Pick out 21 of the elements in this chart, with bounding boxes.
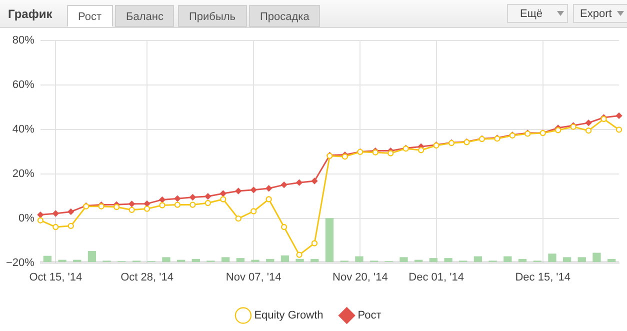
y-tick-label: 40% [12,124,35,136]
y-tick-label: 20% [12,168,35,180]
text: Ещё [520,8,543,20]
text: Баланс [115,5,174,27]
text: Export [580,8,612,20]
y-tick-label: −20% [6,256,35,269]
y-tick-label: 80% [12,34,35,47]
legend-label: Equity Growth [254,310,324,322]
x-tick-label: Oct 28, '14 [120,271,174,284]
chart-title: График [8,7,52,21]
legend-label: Рост [358,310,382,322]
x-tick-label: Oct 15, '14 [29,271,82,284]
x-tick-label: Dec 15, '14 [515,271,571,284]
text: Просадка [249,5,320,27]
text: Прибыль [178,5,247,27]
text: Рост [67,5,113,27]
y-tick-label: 0% [18,212,35,224]
x-tick-label: Nov 20, '14 [332,271,388,284]
x-tick-label: Dec 01, '14 [408,271,464,284]
x-tick-label: Nov 07, '14 [226,271,282,284]
y-tick-label: 60% [12,79,35,92]
